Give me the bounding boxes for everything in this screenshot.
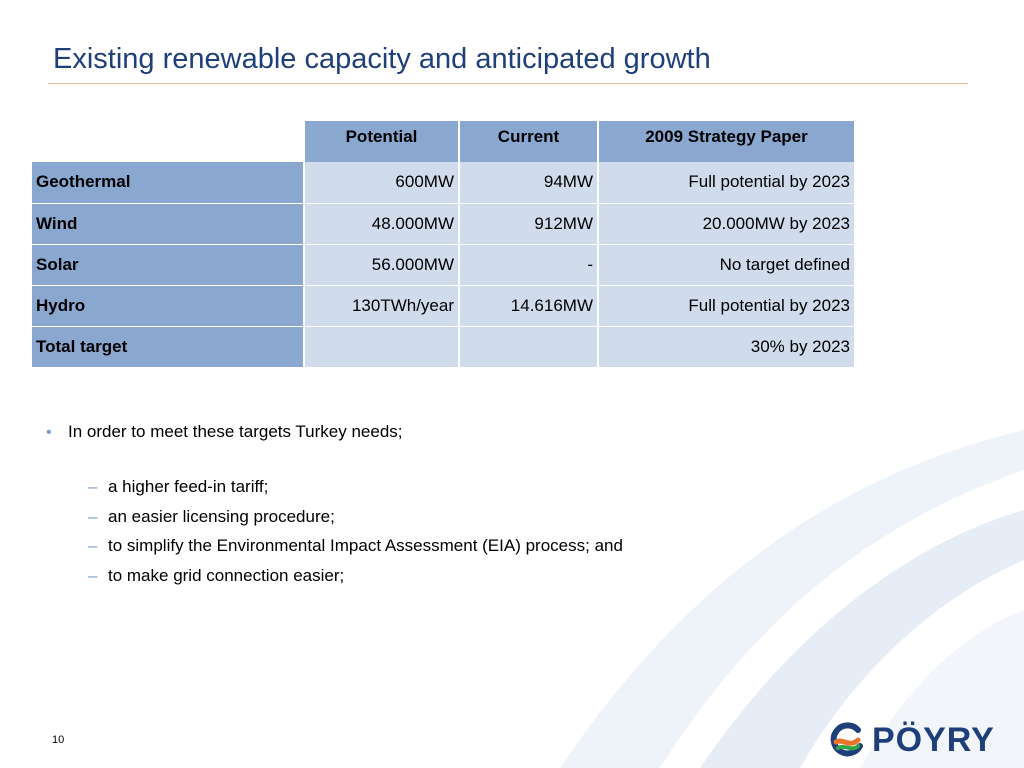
slide-title: Existing renewable capacity and anticipa… bbox=[53, 43, 711, 75]
sub-bullet-item: – to simplify the Environmental Impact A… bbox=[88, 536, 623, 566]
sub-bullet-list: – a higher feed-in tariff; – an easier l… bbox=[88, 477, 623, 595]
cell-strategy: 20.000MW by 2023 bbox=[597, 203, 856, 245]
row-label: Hydro bbox=[32, 285, 305, 327]
cell-strategy: 30% by 2023 bbox=[597, 326, 856, 368]
logo-mark-icon bbox=[830, 722, 863, 757]
header-potential: Potential bbox=[303, 121, 460, 162]
row-label: Total target bbox=[32, 326, 305, 368]
renewable-capacity-table: Potential Current 2009 Strategy Paper Ge… bbox=[32, 121, 856, 368]
dash-icon: – bbox=[88, 565, 98, 585]
header-strategy-paper: 2009 Strategy Paper bbox=[597, 121, 856, 162]
cell-strategy: No target defined bbox=[597, 244, 856, 286]
sub-bullet-text: to simplify the Environmental Impact Ass… bbox=[108, 536, 623, 555]
sub-bullet-text: a higher feed-in tariff; bbox=[108, 477, 269, 496]
sub-bullet-text: an easier licensing procedure; bbox=[108, 506, 335, 526]
bullet-dot-icon: • bbox=[46, 424, 52, 441]
bullet-item: • In order to meet these targets Turkey … bbox=[46, 422, 623, 442]
cell-potential: 48.000MW bbox=[303, 203, 460, 245]
title-divider bbox=[48, 83, 968, 84]
table-row: Hydro 130TWh/year 14.616MW Full potentia… bbox=[32, 285, 856, 327]
cell-potential: 56.000MW bbox=[303, 244, 460, 286]
cell-current bbox=[458, 326, 599, 368]
row-label: Wind bbox=[32, 203, 305, 245]
cell-potential: 130TWh/year bbox=[303, 285, 460, 327]
header-current: Current bbox=[458, 121, 599, 162]
header-blank-cell bbox=[32, 121, 305, 162]
cell-current: 94MW bbox=[458, 162, 599, 204]
cell-potential bbox=[303, 326, 460, 368]
page-number: 10 bbox=[52, 734, 65, 746]
cell-strategy: Full potential by 2023 bbox=[597, 285, 856, 327]
table-row: Solar 56.000MW - No target defined bbox=[32, 244, 856, 286]
cell-current: 912MW bbox=[458, 203, 599, 245]
dash-icon: – bbox=[88, 506, 98, 526]
dash-icon: – bbox=[88, 536, 98, 555]
table-row: Total target 30% by 2023 bbox=[32, 326, 856, 368]
cell-current: - bbox=[458, 244, 599, 286]
table-row: Geothermal 600MW 94MW Full potential by … bbox=[32, 162, 856, 204]
sub-bullet-item: – to make grid connection easier; bbox=[88, 566, 623, 596]
cell-strategy: Full potential by 2023 bbox=[597, 162, 856, 204]
bullet-text: In order to meet these targets Turkey ne… bbox=[68, 422, 403, 441]
table-row: Wind 48.000MW 912MW 20.000MW by 2023 bbox=[32, 203, 856, 245]
dash-icon: – bbox=[88, 477, 98, 496]
company-logo: PÖYRY bbox=[828, 722, 995, 758]
logo-wordmark: PÖYRY bbox=[872, 721, 995, 759]
cell-current: 14.616MW bbox=[458, 285, 599, 327]
cell-potential: 600MW bbox=[303, 162, 460, 204]
bullet-list: • In order to meet these targets Turkey … bbox=[46, 422, 623, 595]
sub-bullet-item: – a higher feed-in tariff; bbox=[88, 477, 623, 507]
table-header-row: Potential Current 2009 Strategy Paper bbox=[32, 121, 856, 162]
row-label: Solar bbox=[32, 244, 305, 286]
row-label: Geothermal bbox=[32, 162, 305, 204]
sub-bullet-text: to make grid connection easier; bbox=[108, 565, 345, 585]
sub-bullet-item: – an easier licensing procedure; bbox=[88, 507, 623, 537]
